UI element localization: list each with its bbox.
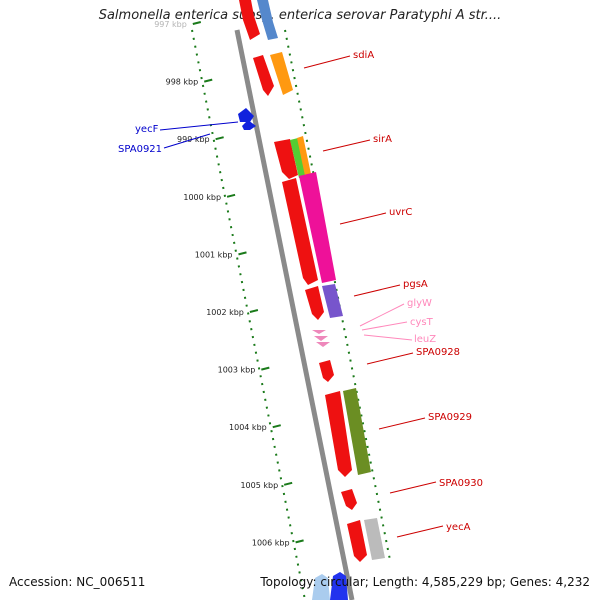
backbone-line [234, 29, 355, 600]
gene-yecF-arrow[interactable] [238, 108, 254, 122]
scale-tick [272, 424, 281, 429]
gene-sirA-cds1[interactable] [290, 138, 307, 178]
gene-glyW-trna[interactable] [312, 330, 326, 334]
leader-pgsA [353, 284, 401, 297]
label-pgsA[interactable]: pgsA [403, 279, 428, 290]
gene-SPA0929-arrow[interactable] [325, 391, 352, 477]
gene-features [238, 0, 385, 600]
gene-uvrC-cds[interactable] [299, 172, 336, 283]
scale-tick [238, 251, 247, 256]
scale-tick [226, 193, 236, 198]
label-uvrC[interactable]: uvrC [389, 207, 412, 218]
leader-SPA0929 [378, 417, 426, 430]
scale-tick [283, 481, 293, 486]
scale-tick-label: 1001 kbp [195, 250, 233, 259]
label-sdiA[interactable]: sdiA [353, 50, 374, 61]
gene-uvrC-arrow[interactable] [282, 178, 318, 285]
scale-tick [295, 539, 304, 544]
scale-tick-label: 997 kbp [154, 20, 187, 29]
gene-sdiA-arrow[interactable] [253, 55, 274, 96]
gene-leuZ-trna[interactable] [316, 342, 330, 347]
leader-glyW [359, 303, 405, 327]
gene-bottom-light[interactable] [312, 574, 330, 600]
topology-text: Topology: circular; Length: 4,585,229 bp… [260, 575, 590, 589]
scale-tick-label: 1005 kbp [240, 481, 278, 490]
leader-yecF [159, 121, 239, 131]
gene-sirA-arrow[interactable] [274, 139, 298, 179]
gene-cysT-trna[interactable] [314, 336, 328, 341]
leader-yecA [396, 525, 444, 538]
leader-leuZ [363, 334, 413, 341]
gene-sdiA-cds[interactable] [270, 52, 293, 95]
gene-sirA-cds2[interactable] [297, 136, 311, 176]
gene-top-red[interactable] [239, 0, 260, 40]
leader-cysT [361, 321, 408, 331]
label-glyW[interactable]: glyW [407, 298, 432, 309]
gene-yecA-cds[interactable] [364, 518, 385, 560]
accession-text: Accession: NC_006511 [9, 575, 146, 589]
scale-tick-label: 998 kbp [166, 78, 199, 87]
gene-pgsA-arrow[interactable] [305, 286, 324, 320]
scale-tick-label: 1002 kbp [206, 308, 244, 317]
label-SPA0929[interactable]: SPA0929 [428, 412, 472, 423]
leader-SPA0930 [389, 481, 437, 494]
scale-tick [215, 136, 224, 141]
gene-yecA-arrow[interactable] [347, 520, 367, 562]
label-yecF[interactable]: yecF [135, 124, 159, 135]
scale-tick-label: 1006 kbp [252, 538, 290, 547]
leader-SPA0928 [366, 352, 414, 365]
leader-SPA0921 [163, 133, 211, 149]
scale-tick-label: 1004 kbp [229, 423, 267, 432]
scale-tick-label: 1003 kbp [218, 366, 256, 375]
scale-tick [249, 309, 259, 313]
scale-tick [261, 366, 270, 371]
gene-SPA0921-arrow[interactable] [242, 120, 256, 130]
map-title: Salmonella enterica subsp. enterica sero… [98, 8, 502, 23]
gene-labels: sdiA sirA uvrC pgsA glyW cysT leuZ SPA09… [118, 50, 483, 538]
gene-SPA0928-arrow[interactable] [319, 360, 334, 382]
leader-sdiA [303, 55, 351, 69]
gene-pgsA-cds[interactable] [322, 284, 343, 318]
label-leuZ[interactable]: leuZ [414, 334, 436, 345]
gene-SPA0929-cds[interactable] [343, 388, 371, 475]
leader-uvrC [339, 212, 387, 225]
label-yecA[interactable]: yecA [446, 522, 471, 533]
label-SPA0930[interactable]: SPA0930 [439, 478, 483, 489]
label-cysT[interactable]: cysT [410, 317, 434, 328]
gene-top-blue[interactable] [257, 0, 278, 40]
leader-sirA [322, 139, 371, 152]
label-SPA0921[interactable]: SPA0921 [118, 144, 162, 155]
scale-ticks: 997 kbp 998 kbp 999 kbp 1000 kbp 1001 kbp 100… [154, 20, 304, 547]
label-SPA0928[interactable]: SPA0928 [416, 347, 460, 358]
label-sirA[interactable]: sirA [373, 134, 392, 145]
scale-tick-label: 999 kbp [177, 135, 210, 144]
scale-tick [203, 78, 213, 83]
gene-SPA0930-arrow[interactable] [341, 489, 357, 510]
scale-tick [192, 21, 202, 25]
scale-tick-label: 1000 kbp [183, 193, 221, 202]
gene-bottom-blue[interactable] [330, 572, 348, 600]
